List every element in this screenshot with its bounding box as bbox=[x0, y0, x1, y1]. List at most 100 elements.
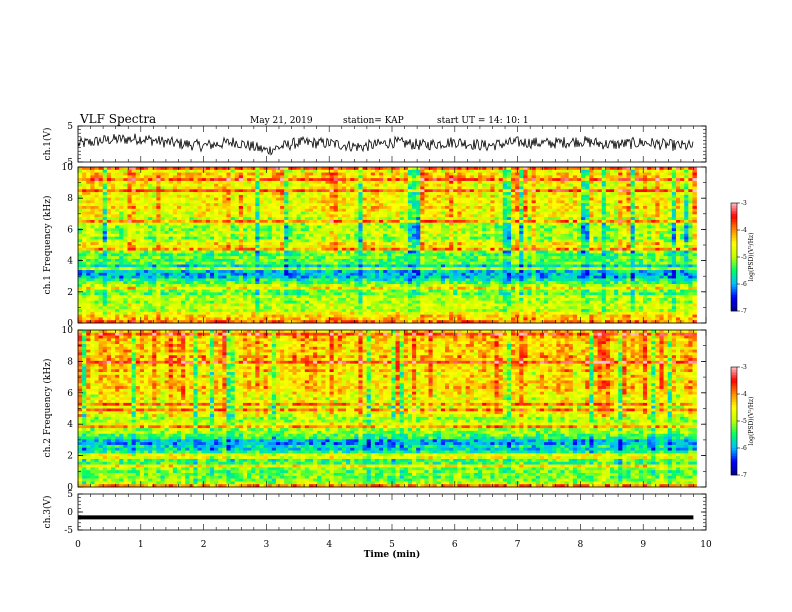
spectrogram-cell bbox=[490, 231, 494, 234]
spectrogram-cell bbox=[305, 187, 309, 190]
spectrogram-cell bbox=[127, 234, 131, 237]
spectrogram-cell bbox=[243, 253, 247, 256]
spectrogram-cell bbox=[127, 173, 131, 176]
spectrogram-cell bbox=[169, 242, 173, 245]
spectrogram-cell bbox=[503, 245, 507, 248]
spectrogram-cell bbox=[284, 170, 288, 173]
spectrogram-cell bbox=[503, 173, 507, 176]
spectrogram-cell bbox=[573, 237, 577, 240]
spectrogram-cell bbox=[367, 217, 371, 220]
spectrogram-cell bbox=[152, 228, 156, 231]
spectrogram-cell bbox=[606, 253, 610, 256]
spectrogram-cell bbox=[528, 220, 532, 223]
spectrogram-cell bbox=[544, 220, 548, 223]
spectrogram-cell bbox=[346, 253, 350, 256]
spectrogram-cell bbox=[569, 248, 573, 251]
spectrogram-cell bbox=[185, 256, 189, 259]
spectrogram-cell bbox=[379, 248, 383, 251]
spectrogram-cell bbox=[672, 214, 676, 217]
spectrogram-cell bbox=[614, 187, 618, 190]
spectrogram-cell bbox=[132, 189, 136, 192]
spectrogram-cell bbox=[437, 195, 441, 198]
spectrogram-cell bbox=[321, 242, 325, 245]
spectrogram-cell bbox=[218, 203, 222, 206]
spectrogram-cell bbox=[606, 178, 610, 181]
spectrogram-cell bbox=[111, 223, 115, 226]
spectrogram-cell bbox=[371, 234, 375, 237]
spectrogram-cell bbox=[160, 223, 164, 226]
spectrogram-cell bbox=[589, 181, 593, 184]
spectrogram-cell bbox=[78, 175, 82, 178]
spectrogram-cell bbox=[560, 234, 564, 237]
spectrogram-cell bbox=[309, 198, 313, 201]
spectrogram-cell bbox=[309, 248, 313, 251]
spectrogram-cell bbox=[457, 181, 461, 184]
spectrogram-cell bbox=[119, 192, 123, 195]
spectrogram-cell bbox=[90, 175, 94, 178]
spectrogram-cell bbox=[292, 217, 296, 220]
spectrogram-cell bbox=[136, 206, 140, 209]
spectrogram-cell bbox=[173, 253, 177, 256]
spectrogram-cell bbox=[280, 178, 284, 181]
spectrogram-cell bbox=[532, 203, 536, 206]
spectrogram-cell bbox=[231, 234, 235, 237]
spectrogram-cell bbox=[367, 198, 371, 201]
spectrogram-cell bbox=[528, 226, 532, 229]
spectrogram-cell bbox=[346, 256, 350, 259]
spectrogram-cell bbox=[536, 189, 540, 192]
spectrogram-cell bbox=[268, 256, 272, 259]
spectrogram-cell bbox=[198, 220, 202, 223]
spectrogram-cell bbox=[429, 228, 433, 231]
spectrogram-cell bbox=[688, 187, 692, 190]
spectrogram-cell bbox=[420, 234, 424, 237]
spectrogram-cell bbox=[350, 173, 354, 176]
spectrogram-cell bbox=[95, 223, 99, 226]
spectrogram-cell bbox=[132, 251, 136, 254]
spectrogram-cell bbox=[400, 214, 404, 217]
spectrogram-cell bbox=[556, 167, 560, 170]
spectrogram-cell bbox=[297, 175, 301, 178]
spectrogram-cell bbox=[338, 198, 342, 201]
spectrogram-cell bbox=[297, 173, 301, 176]
spectrogram-cell bbox=[569, 214, 573, 217]
spectrogram-cell bbox=[95, 231, 99, 234]
spectrogram-cell bbox=[235, 239, 239, 242]
spectrogram-cell bbox=[321, 256, 325, 259]
spectrogram-cell bbox=[515, 184, 519, 187]
spectrogram-cell bbox=[453, 214, 457, 217]
spectrogram-cell bbox=[556, 206, 560, 209]
spectrogram-cell bbox=[350, 231, 354, 234]
spectrogram-cell bbox=[309, 228, 313, 231]
spectrogram-cell bbox=[424, 212, 428, 215]
spectrogram-cell bbox=[651, 184, 655, 187]
spectrogram-cell bbox=[626, 209, 630, 212]
spectrogram-cell bbox=[659, 212, 663, 215]
spectrogram-cell bbox=[272, 256, 276, 259]
spectrogram-cell bbox=[676, 223, 680, 226]
spectrogram-cell bbox=[573, 220, 577, 223]
spectrogram-cell bbox=[470, 178, 474, 181]
spectrogram-cell bbox=[243, 226, 247, 229]
spectrogram-cell bbox=[655, 242, 659, 245]
spectrogram-cell bbox=[132, 239, 136, 242]
spectrogram-cell bbox=[684, 245, 688, 248]
spectrogram-cell bbox=[676, 251, 680, 254]
spectrogram-cell bbox=[589, 212, 593, 215]
spectrogram-cell bbox=[622, 226, 626, 229]
spectrogram-cell bbox=[610, 209, 614, 212]
spectrogram-cell bbox=[688, 173, 692, 176]
spectrogram-cell bbox=[466, 209, 470, 212]
spectrogram-cell bbox=[412, 178, 416, 181]
spectrogram-cell bbox=[495, 226, 499, 229]
spectrogram-cell bbox=[280, 242, 284, 245]
spectrogram-cell bbox=[346, 214, 350, 217]
spectrogram-cell bbox=[367, 239, 371, 242]
spectrogram-cell bbox=[622, 220, 626, 223]
spectrogram-cell bbox=[148, 187, 152, 190]
spectrogram-cell bbox=[626, 212, 630, 215]
spectrogram-cell bbox=[412, 175, 416, 178]
spectrogram-cell bbox=[127, 245, 131, 248]
spectrogram-cell bbox=[478, 226, 482, 229]
spectrogram-cell bbox=[383, 192, 387, 195]
spectrogram-cell bbox=[544, 226, 548, 229]
